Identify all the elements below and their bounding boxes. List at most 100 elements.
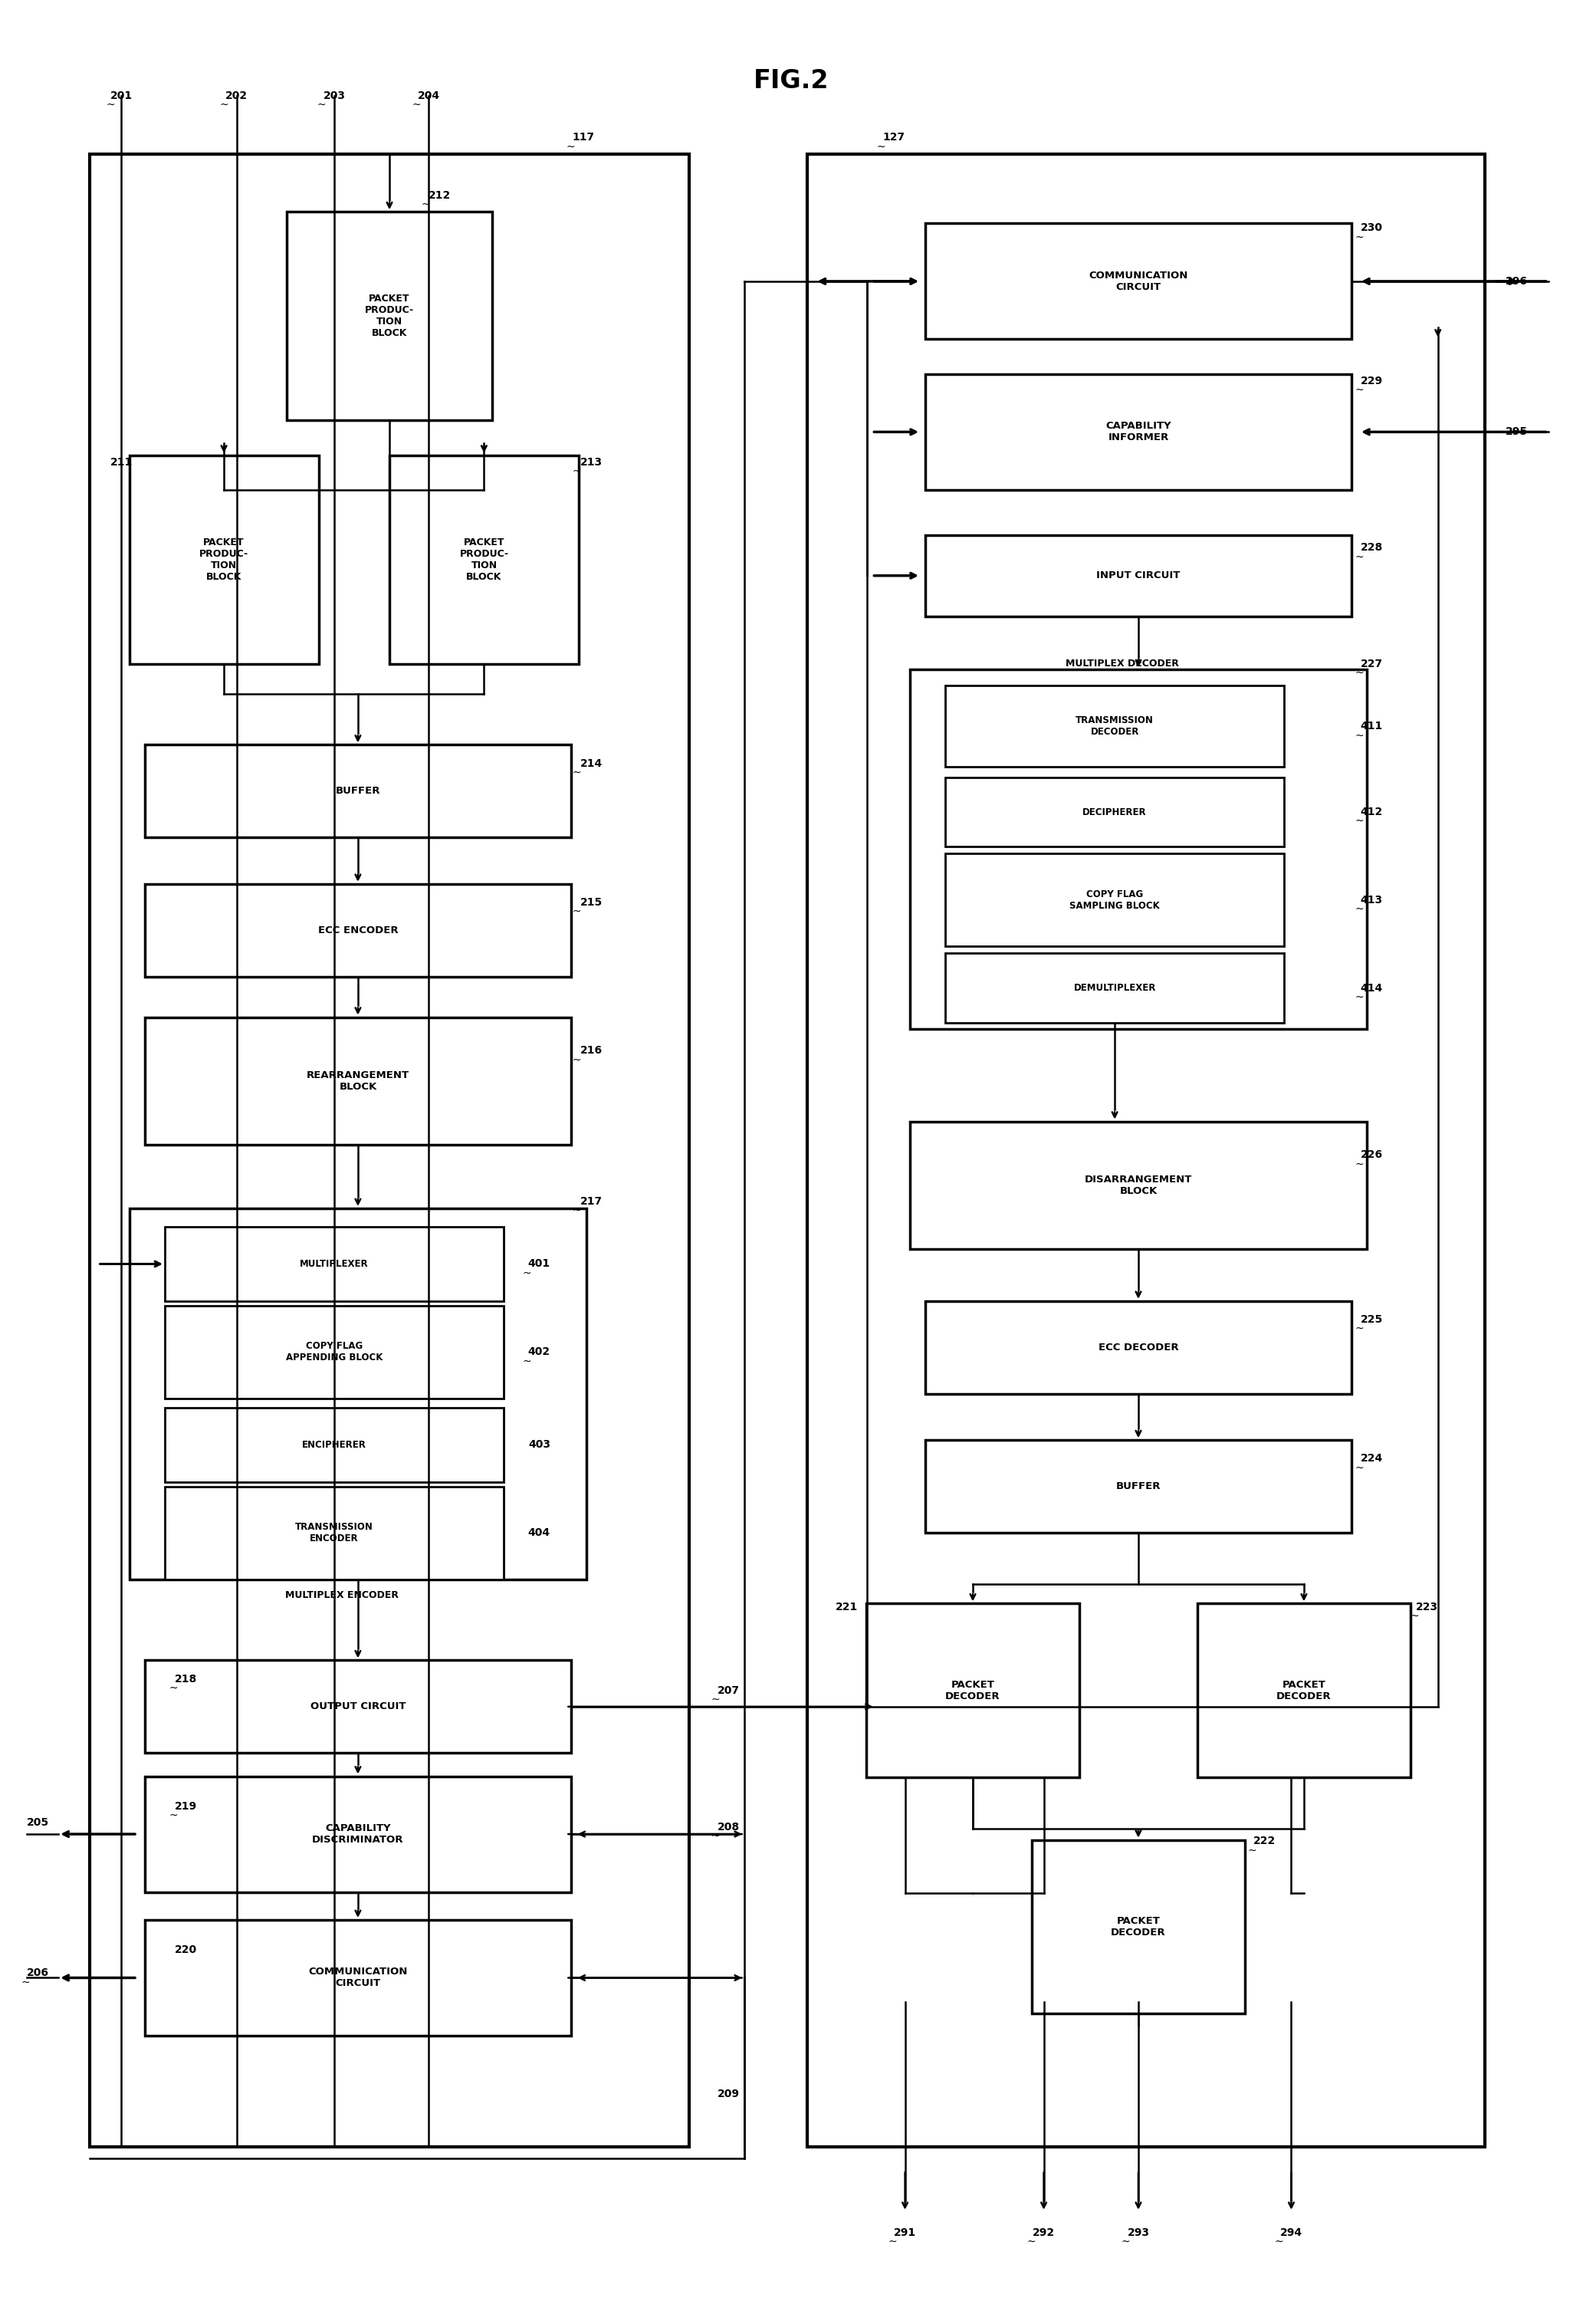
FancyBboxPatch shape xyxy=(945,853,1284,946)
Text: REARRANGEMENT
BLOCK: REARRANGEMENT BLOCK xyxy=(307,1069,410,1092)
Text: 292: 292 xyxy=(1032,2226,1054,2238)
Text: COPY FLAG
SAMPLING BLOCK: COPY FLAG SAMPLING BLOCK xyxy=(1070,890,1160,911)
Text: BUFFER: BUFFER xyxy=(336,786,380,797)
Text: ~: ~ xyxy=(573,906,581,918)
Text: ~: ~ xyxy=(220,100,228,112)
Text: ~: ~ xyxy=(573,467,581,476)
Text: 214: 214 xyxy=(579,758,603,769)
Text: ~: ~ xyxy=(1355,667,1363,679)
FancyBboxPatch shape xyxy=(146,1659,571,1752)
Text: 202: 202 xyxy=(225,91,247,102)
Text: 216: 216 xyxy=(579,1046,603,1055)
Text: 291: 291 xyxy=(894,2226,917,2238)
Text: 205: 205 xyxy=(27,1817,49,1829)
Text: ECC ENCODER: ECC ENCODER xyxy=(318,925,397,934)
Text: ~: ~ xyxy=(1247,1845,1257,1855)
Text: ~: ~ xyxy=(21,1978,30,1987)
Text: PACKET
PRODUC-
TION
BLOCK: PACKET PRODUC- TION BLOCK xyxy=(366,293,415,339)
Text: CAPABILITY
DISCRIMINATOR: CAPABILITY DISCRIMINATOR xyxy=(312,1824,404,1845)
Text: 220: 220 xyxy=(174,1945,198,1954)
Text: MULTIPLEX DECODER: MULTIPLEX DECODER xyxy=(1065,658,1179,669)
Text: COPY FLAG
APPENDING BLOCK: COPY FLAG APPENDING BLOCK xyxy=(287,1341,383,1362)
FancyBboxPatch shape xyxy=(146,1018,571,1146)
Text: 223: 223 xyxy=(1415,1601,1437,1613)
Text: ~: ~ xyxy=(711,1831,720,1843)
FancyBboxPatch shape xyxy=(926,1301,1352,1394)
Text: 228: 228 xyxy=(1360,541,1384,553)
Text: BUFFER: BUFFER xyxy=(1116,1480,1160,1492)
Text: ~: ~ xyxy=(522,1269,530,1278)
FancyBboxPatch shape xyxy=(866,1604,1080,1778)
Text: 294: 294 xyxy=(1281,2226,1303,2238)
Text: 204: 204 xyxy=(418,91,440,102)
FancyBboxPatch shape xyxy=(910,669,1368,1030)
Text: 213: 213 xyxy=(579,458,603,467)
Text: 209: 209 xyxy=(717,2089,739,2099)
Text: ~: ~ xyxy=(1410,1611,1418,1622)
Text: 221: 221 xyxy=(836,1601,858,1613)
FancyBboxPatch shape xyxy=(146,883,571,976)
FancyBboxPatch shape xyxy=(926,1441,1352,1534)
Text: ~: ~ xyxy=(412,100,421,112)
Text: 207: 207 xyxy=(717,1685,739,1697)
Text: FIG.2: FIG.2 xyxy=(754,67,829,93)
Text: ~: ~ xyxy=(1027,2236,1035,2247)
FancyBboxPatch shape xyxy=(807,153,1485,2147)
FancyBboxPatch shape xyxy=(1032,1841,1244,2013)
Text: INPUT CIRCUIT: INPUT CIRCUIT xyxy=(1097,572,1181,581)
Text: 217: 217 xyxy=(579,1197,603,1206)
Text: 411: 411 xyxy=(1360,720,1384,732)
Text: ~: ~ xyxy=(573,767,581,779)
FancyBboxPatch shape xyxy=(389,456,579,665)
Text: ~: ~ xyxy=(1355,232,1363,242)
Text: ~: ~ xyxy=(1355,1322,1363,1334)
FancyBboxPatch shape xyxy=(165,1306,503,1399)
Text: PACKET
DECODER: PACKET DECODER xyxy=(1111,1915,1165,1938)
FancyBboxPatch shape xyxy=(90,153,689,2147)
Text: ~: ~ xyxy=(1355,1160,1363,1169)
Text: 414: 414 xyxy=(1360,983,1384,995)
Text: 295: 295 xyxy=(1505,428,1528,437)
Text: 401: 401 xyxy=(529,1260,551,1269)
Text: PACKET
PRODUC-
TION
BLOCK: PACKET PRODUC- TION BLOCK xyxy=(459,537,508,581)
FancyBboxPatch shape xyxy=(146,1920,571,2036)
Text: OUTPUT CIRCUIT: OUTPUT CIRCUIT xyxy=(310,1701,405,1710)
FancyBboxPatch shape xyxy=(287,211,492,421)
Text: 225: 225 xyxy=(1360,1315,1384,1325)
Text: ~: ~ xyxy=(567,142,575,153)
FancyBboxPatch shape xyxy=(945,776,1284,846)
Text: ~: ~ xyxy=(1355,816,1363,827)
FancyBboxPatch shape xyxy=(910,1122,1368,1248)
Text: MULTIPLEXER: MULTIPLEXER xyxy=(299,1260,369,1269)
Text: 211: 211 xyxy=(111,458,133,467)
Text: ~: ~ xyxy=(106,100,116,112)
Text: ECC DECODER: ECC DECODER xyxy=(1099,1343,1178,1353)
Text: 227: 227 xyxy=(1360,658,1384,669)
FancyBboxPatch shape xyxy=(130,456,318,665)
FancyBboxPatch shape xyxy=(926,535,1352,616)
Text: DECIPHERER: DECIPHERER xyxy=(1083,806,1146,818)
Text: PACKET
DECODER: PACKET DECODER xyxy=(1276,1680,1331,1701)
FancyBboxPatch shape xyxy=(1197,1604,1410,1778)
Text: ~: ~ xyxy=(1274,2236,1284,2247)
Text: 229: 229 xyxy=(1360,376,1384,386)
Text: 293: 293 xyxy=(1127,2226,1149,2238)
Text: ~: ~ xyxy=(1355,730,1363,741)
Text: TRANSMISSION
ENCODER: TRANSMISSION ENCODER xyxy=(296,1522,374,1543)
Text: 413: 413 xyxy=(1360,895,1384,906)
Text: 203: 203 xyxy=(323,91,345,102)
Text: ~: ~ xyxy=(1355,551,1363,562)
Text: 218: 218 xyxy=(174,1673,198,1685)
Text: TRANSMISSION
DECODER: TRANSMISSION DECODER xyxy=(1076,716,1154,737)
Text: ~: ~ xyxy=(522,1355,530,1367)
Text: 208: 208 xyxy=(717,1822,739,1834)
Text: DEMULTIPLEXER: DEMULTIPLEXER xyxy=(1073,983,1156,992)
Text: PACKET
PRODUC-
TION
BLOCK: PACKET PRODUC- TION BLOCK xyxy=(199,537,249,581)
Text: ~: ~ xyxy=(877,142,886,153)
FancyBboxPatch shape xyxy=(165,1487,503,1580)
Text: COMMUNICATION
CIRCUIT: COMMUNICATION CIRCUIT xyxy=(309,1966,407,1989)
Text: 402: 402 xyxy=(529,1346,551,1357)
Text: ~: ~ xyxy=(1355,992,1363,1004)
Text: ~: ~ xyxy=(1355,386,1363,395)
Text: ~: ~ xyxy=(317,100,326,112)
